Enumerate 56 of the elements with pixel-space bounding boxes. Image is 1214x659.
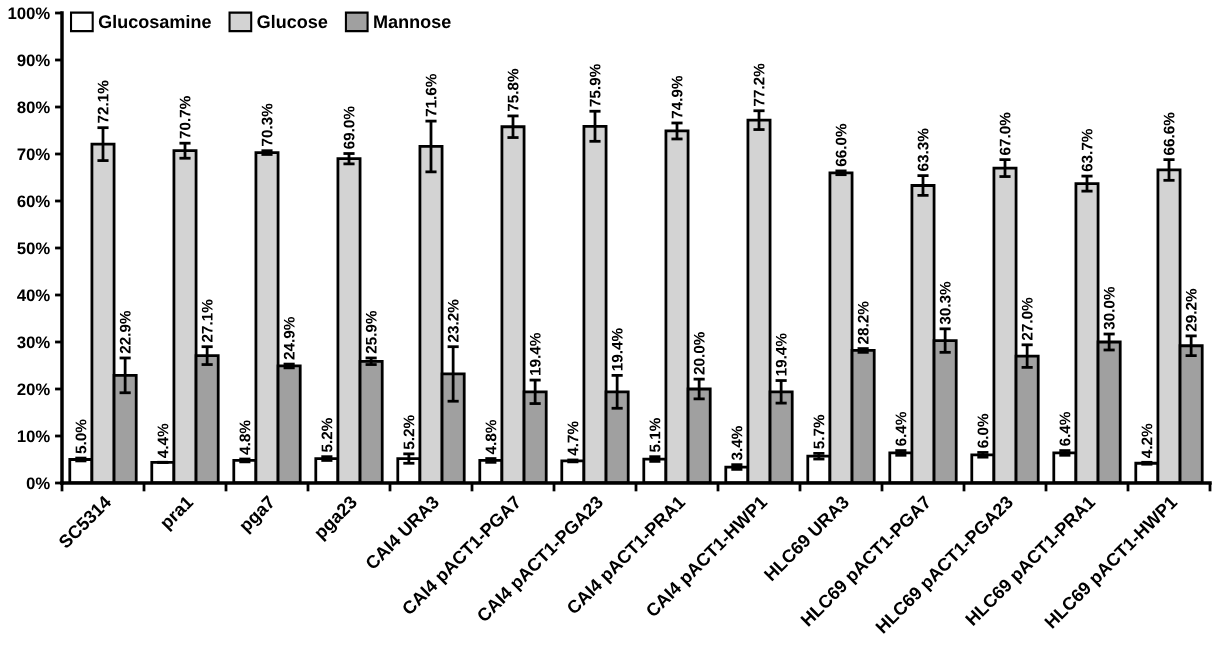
y-tick-label: 70% — [17, 148, 50, 161]
data-label: 69.0% — [343, 106, 355, 149]
data-label: 75.8% — [507, 68, 519, 112]
data-label: 4.4% — [157, 423, 169, 458]
data-label: 22.9% — [119, 310, 131, 354]
data-label: 29.2% — [1185, 288, 1197, 332]
data-label: 27.1% — [201, 299, 213, 342]
y-tick-label: 100% — [8, 7, 50, 20]
data-label: 63.3% — [917, 128, 929, 171]
data-label: 4.2% — [1141, 423, 1153, 458]
data-label: 6.0% — [977, 413, 989, 448]
data-label: 19.4% — [529, 332, 541, 375]
data-label: 5.2% — [321, 418, 333, 453]
y-tick-label: 0% — [26, 477, 50, 490]
data-label: 30.0% — [1103, 286, 1115, 330]
data-label: 24.9% — [283, 317, 295, 360]
legend-label: Mannose — [374, 15, 451, 29]
data-label: 70.3% — [261, 103, 273, 146]
data-label: 27.0% — [1021, 297, 1033, 341]
y-tick-label: 60% — [17, 195, 50, 208]
data-label: 66.0% — [835, 123, 847, 167]
legend-label: Glucosamine — [98, 14, 211, 29]
data-label: 74.9% — [671, 75, 683, 119]
y-tick-label: 30% — [17, 336, 50, 349]
y-tick-label: 50% — [17, 242, 50, 255]
data-label: 19.4% — [611, 328, 623, 371]
data-label: 28.2% — [857, 301, 869, 344]
data-label: 5.7% — [813, 414, 825, 449]
data-label: 63.7% — [1081, 129, 1093, 172]
data-label: 4.7% — [567, 421, 579, 456]
y-tick-label: 90% — [17, 54, 50, 67]
y-tick-label: 40% — [17, 289, 50, 302]
data-label: 67.0% — [999, 112, 1011, 155]
data-label: 71.6% — [425, 74, 437, 117]
data-label: 5.1% — [649, 418, 661, 453]
data-label: 6.4% — [895, 411, 907, 446]
data-label: 66.6% — [1163, 112, 1175, 155]
legend-label: Glucose — [257, 14, 328, 29]
y-tick-label: 20% — [17, 383, 50, 396]
data-label: 19.4% — [775, 333, 787, 376]
data-label: 70.7% — [179, 96, 191, 139]
data-label: 4.8% — [485, 419, 497, 455]
data-label: 4.8% — [239, 420, 251, 455]
data-label: 23.2% — [447, 299, 459, 342]
y-tick-label: 10% — [17, 430, 50, 443]
data-label: 77.2% — [753, 63, 765, 106]
data-label: 72.1% — [97, 80, 109, 123]
data-label: 5.2% — [403, 415, 415, 450]
data-label: 6.4% — [1059, 411, 1071, 446]
data-label: 75.9% — [589, 64, 601, 107]
data-label: 20.0% — [693, 332, 705, 375]
y-tick-label: 80% — [17, 101, 50, 114]
data-label: 5.0% — [75, 419, 87, 454]
data-label: 25.9% — [365, 310, 377, 354]
data-label: 3.4% — [731, 426, 743, 461]
data-label: 30.3% — [939, 281, 951, 325]
